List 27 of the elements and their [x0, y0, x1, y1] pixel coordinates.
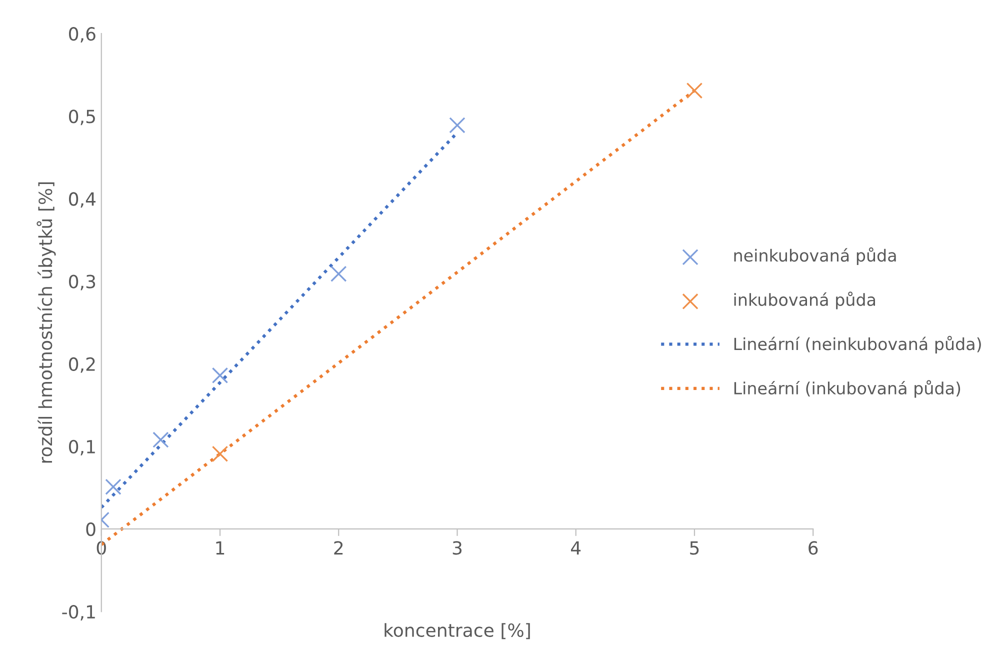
y-axis-title: rozdíl hmotnostních úbytků [%] — [36, 182, 56, 463]
x-tick-label: 6 — [808, 541, 818, 555]
x-axis-title: koncentrace [%] — [384, 623, 530, 640]
y-tick-label: 0,4 — [69, 192, 96, 208]
legend-label: inkubovaná půda — [734, 292, 876, 310]
x-tick-label: 2 — [334, 541, 343, 554]
point — [212, 446, 228, 462]
point — [152, 432, 169, 448]
point — [212, 367, 228, 384]
y-tick-label: 0,2 — [69, 357, 95, 373]
point — [330, 266, 347, 282]
point — [105, 478, 122, 495]
point — [449, 117, 466, 134]
y-tick-label: 0,5 — [69, 110, 95, 126]
point — [686, 82, 703, 99]
legend-label: Lineární (inkubovaná půda) — [734, 380, 960, 398]
y-tick-label: 0 — [86, 522, 96, 536]
y-tick-label: -0,1 — [62, 604, 95, 620]
x-tick-label: 1 — [216, 541, 224, 554]
legend-label: neinkubovaná půda — [734, 247, 896, 265]
y-tick-label: 0,3 — [69, 274, 96, 290]
x-tick-label: 4 — [570, 541, 581, 554]
x-tick-label: 3 — [452, 541, 462, 555]
legend-label: Lineární (neinkubovaná půda) — [734, 336, 981, 354]
y-tick-label: 0,6 — [69, 27, 96, 43]
x-tick-label: 5 — [690, 541, 699, 555]
y-tick-label: 0,1 — [69, 440, 95, 456]
